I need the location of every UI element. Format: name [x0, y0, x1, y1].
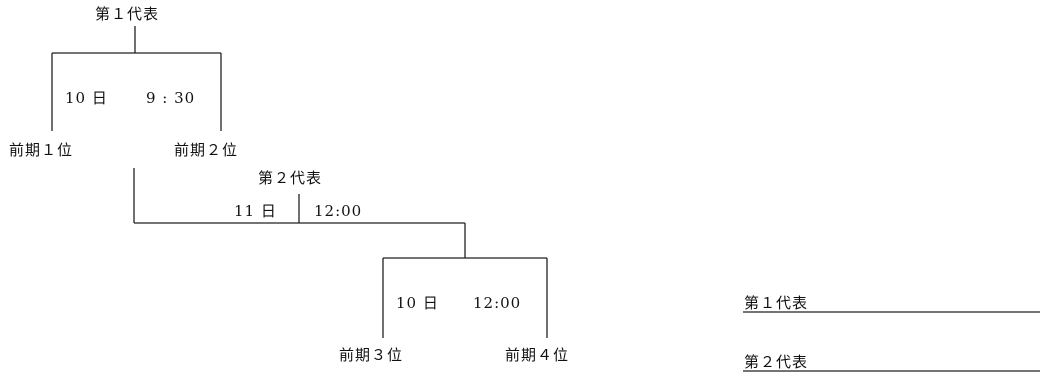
- bracket1-day-label: 10 日: [65, 89, 108, 107]
- bracket2-time-label: 12:00: [314, 202, 363, 220]
- bracket1-time-label: 9 : 30: [146, 89, 196, 107]
- bracket3-day-label: 10 日: [396, 294, 439, 312]
- bracket1-right-team: 前期２位: [174, 141, 239, 159]
- bracket2-day-label: 11 日: [234, 202, 277, 220]
- rep2-result-label: 第２代表: [744, 353, 809, 371]
- bracket3-right-team: 前期４位: [505, 346, 570, 364]
- rep1-result-label: 第１代表: [744, 294, 809, 312]
- bracket3-left-team: 前期３位: [339, 346, 404, 364]
- bracket2-winner-label: 第２代表: [258, 169, 323, 187]
- bracket1-left-team: 前期１位: [9, 141, 74, 159]
- bracket1-winner-label: 第１代表: [95, 5, 160, 23]
- bracket3-time-label: 12:00: [473, 294, 522, 312]
